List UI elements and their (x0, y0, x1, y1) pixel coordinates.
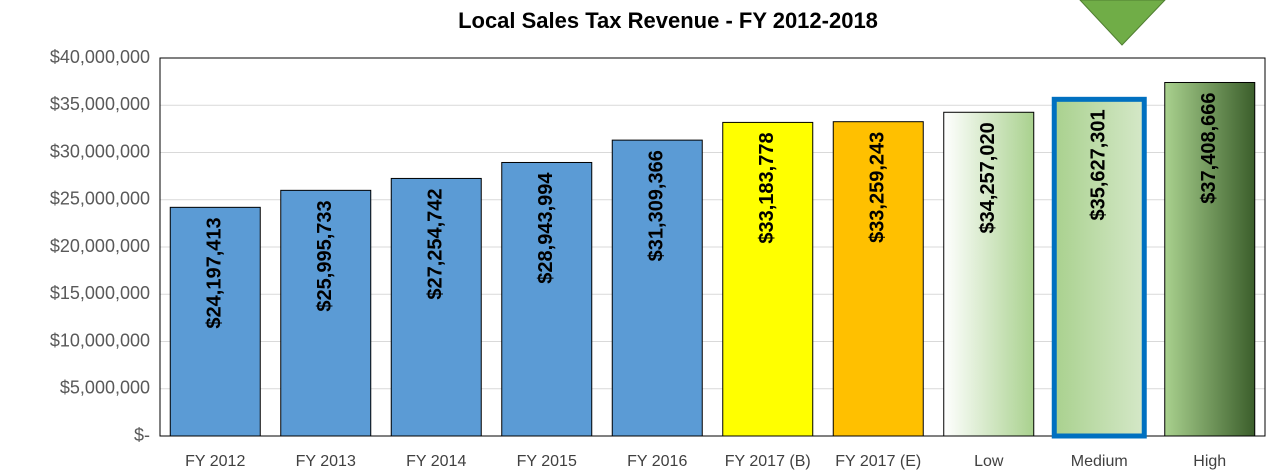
y-tick-label: $15,000,000 (50, 283, 150, 303)
bar (943, 111, 1035, 437)
value-label: $27,254,742 (425, 188, 447, 299)
bar (1051, 96, 1147, 439)
bar (169, 206, 261, 437)
value-label: $28,943,994 (535, 172, 557, 284)
y-tick-label: $30,000,000 (50, 141, 150, 161)
x-tick-label: High (1193, 453, 1226, 470)
bar (832, 121, 924, 437)
value-label: $25,995,733 (314, 200, 336, 311)
x-tick-label: FY 2014 (406, 453, 466, 470)
x-tick-label: FY 2012 (185, 453, 245, 470)
x-tick-label: FY 2017 (B) (725, 453, 811, 470)
x-tick-label: FY 2015 (517, 453, 577, 470)
value-label: $37,408,666 (1198, 92, 1220, 203)
arrow-indicator (1079, 0, 1166, 46)
bar (611, 139, 703, 437)
bar (390, 177, 482, 437)
value-label: $35,627,301 (1088, 109, 1110, 220)
y-tick-label: $35,000,000 (50, 94, 150, 114)
y-tick-label: $10,000,000 (50, 330, 150, 350)
value-label: $24,197,413 (204, 217, 226, 328)
value-label: $33,183,778 (756, 132, 778, 243)
y-tick-label: $25,000,000 (50, 189, 150, 209)
bar (1164, 81, 1256, 437)
x-tick-label: FY 2017 (E) (835, 453, 921, 470)
value-label: $34,257,020 (977, 122, 999, 233)
chart-title: Local Sales Tax Revenue - FY 2012-2018 (458, 8, 878, 33)
bar (280, 189, 372, 437)
plot-area (159, 57, 1266, 437)
bar (722, 121, 814, 437)
x-tick-label: FY 2016 (627, 453, 687, 470)
y-tick-label: $20,000,000 (50, 236, 150, 256)
y-tick-label: $- (134, 425, 150, 445)
bar (501, 161, 593, 437)
x-tick-label: Medium (1071, 453, 1128, 470)
x-tick-label: Low (974, 453, 1004, 470)
y-tick-label: $40,000,000 (50, 47, 150, 67)
x-tick-label: FY 2013 (296, 453, 356, 470)
y-tick-label: $5,000,000 (60, 378, 150, 398)
value-label: $31,309,366 (646, 150, 668, 261)
value-label: $33,259,243 (867, 132, 889, 243)
